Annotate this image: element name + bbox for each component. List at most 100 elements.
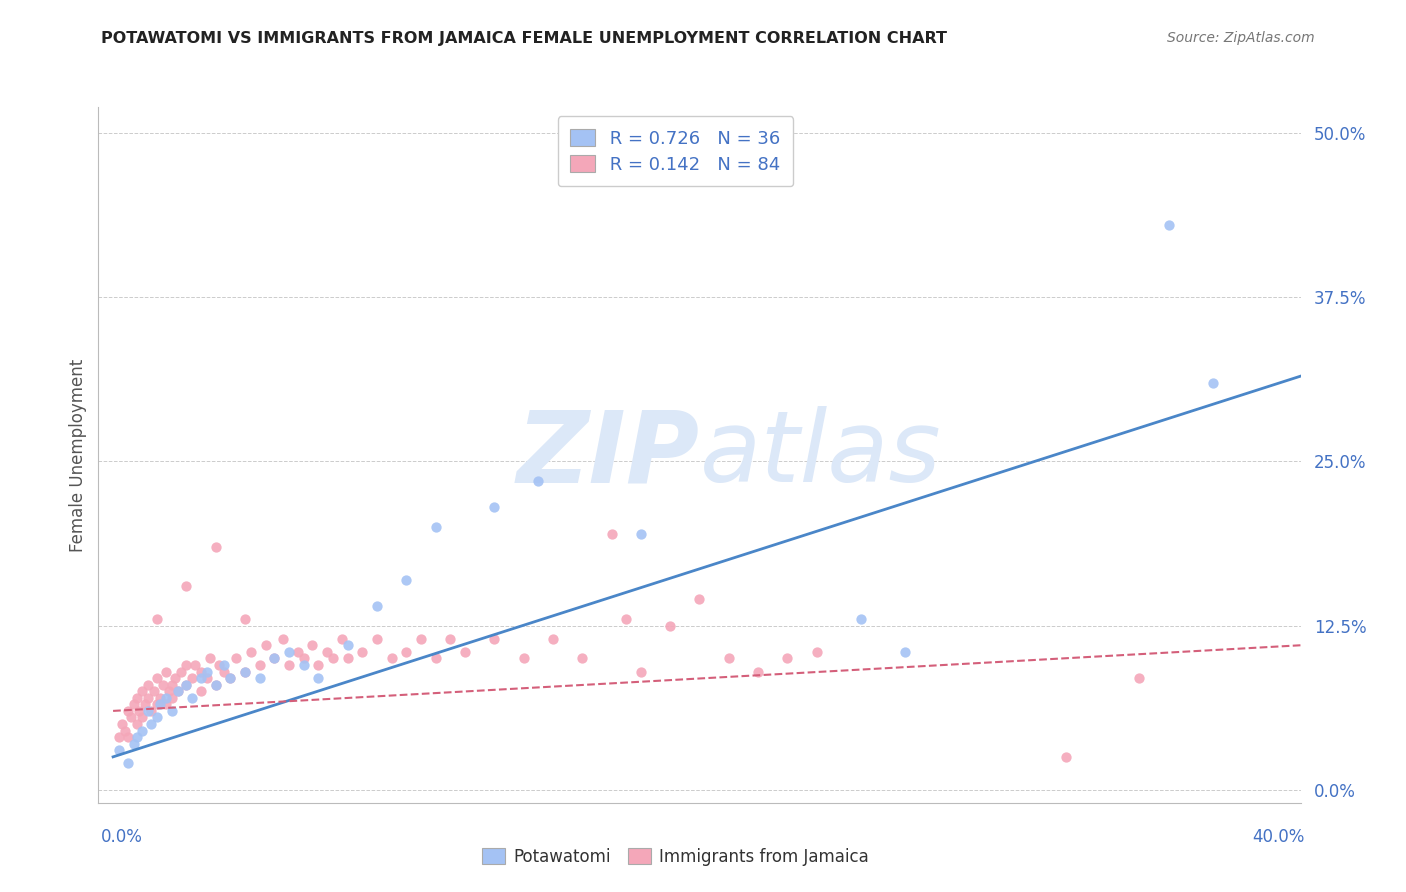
- Point: [108, 730, 131, 744]
- Point: [366, 632, 388, 646]
- Point: [125, 730, 148, 744]
- Point: [149, 690, 172, 705]
- Text: atlas: atlas: [699, 407, 941, 503]
- Point: [176, 579, 198, 593]
- Point: [395, 645, 418, 659]
- Point: [136, 704, 159, 718]
- Point: [336, 638, 359, 652]
- Point: [181, 690, 204, 705]
- Point: [219, 671, 242, 685]
- Point: [307, 657, 329, 672]
- Text: 0.0%: 0.0%: [101, 828, 143, 846]
- Point: [278, 645, 301, 659]
- Point: [190, 684, 212, 698]
- Point: [204, 540, 226, 554]
- Point: [125, 717, 148, 731]
- Point: [409, 632, 432, 646]
- Point: [233, 665, 256, 679]
- Point: [1201, 376, 1223, 390]
- Point: [263, 651, 285, 665]
- Legend: Potawatomi, Immigrants from Jamaica: Potawatomi, Immigrants from Jamaica: [474, 839, 877, 874]
- Point: [330, 632, 353, 646]
- Point: [195, 671, 218, 685]
- Point: [136, 678, 159, 692]
- Point: [233, 665, 256, 679]
- Point: [254, 638, 277, 652]
- Point: [146, 710, 169, 724]
- Point: [263, 651, 285, 665]
- Point: [425, 520, 447, 534]
- Point: [381, 651, 404, 665]
- Point: [600, 526, 623, 541]
- Point: [233, 612, 256, 626]
- Point: [689, 592, 711, 607]
- Point: [157, 684, 180, 698]
- Point: [146, 612, 169, 626]
- Point: [322, 651, 344, 665]
- Point: [776, 651, 799, 665]
- Point: [249, 657, 271, 672]
- Point: [366, 599, 388, 613]
- Point: [169, 665, 191, 679]
- Point: [184, 657, 207, 672]
- Point: [160, 678, 183, 692]
- Point: [849, 612, 872, 626]
- Point: [512, 651, 534, 665]
- Point: [717, 651, 740, 665]
- Point: [136, 690, 159, 705]
- Point: [271, 632, 294, 646]
- Point: [454, 645, 477, 659]
- Point: [527, 474, 550, 488]
- Point: [160, 704, 183, 718]
- Text: 40.0%: 40.0%: [1253, 828, 1305, 846]
- Point: [108, 743, 131, 757]
- Point: [541, 632, 564, 646]
- Point: [131, 684, 153, 698]
- Point: [146, 671, 169, 685]
- Point: [225, 651, 247, 665]
- Point: [747, 665, 769, 679]
- Point: [301, 638, 323, 652]
- Y-axis label: Female Unemployment: Female Unemployment: [69, 359, 87, 551]
- Point: [176, 657, 198, 672]
- Point: [190, 671, 212, 685]
- Point: [152, 678, 174, 692]
- Point: [287, 645, 309, 659]
- Point: [204, 678, 226, 692]
- Point: [131, 710, 153, 724]
- Point: [166, 684, 188, 698]
- Point: [1128, 671, 1150, 685]
- Point: [292, 657, 315, 672]
- Point: [117, 730, 139, 744]
- Point: [111, 717, 134, 731]
- Point: [163, 671, 186, 685]
- Point: [249, 671, 271, 685]
- Point: [484, 500, 506, 515]
- Point: [659, 618, 682, 632]
- Point: [571, 651, 593, 665]
- Point: [128, 704, 150, 718]
- Text: POTAWATOMI VS IMMIGRANTS FROM JAMAICA FEMALE UNEMPLOYMENT CORRELATION CHART: POTAWATOMI VS IMMIGRANTS FROM JAMAICA FE…: [101, 31, 948, 46]
- Point: [208, 657, 231, 672]
- Point: [149, 698, 172, 712]
- Point: [630, 526, 652, 541]
- Point: [806, 645, 828, 659]
- Point: [292, 651, 315, 665]
- Point: [117, 704, 139, 718]
- Point: [219, 671, 242, 685]
- Point: [181, 671, 204, 685]
- Point: [155, 690, 177, 705]
- Point: [630, 665, 652, 679]
- Point: [195, 665, 218, 679]
- Point: [198, 651, 221, 665]
- Point: [307, 671, 329, 685]
- Point: [614, 612, 637, 626]
- Point: [336, 651, 359, 665]
- Point: [176, 678, 198, 692]
- Point: [395, 573, 418, 587]
- Point: [484, 632, 506, 646]
- Point: [122, 737, 145, 751]
- Point: [190, 665, 212, 679]
- Point: [176, 678, 198, 692]
- Point: [155, 698, 177, 712]
